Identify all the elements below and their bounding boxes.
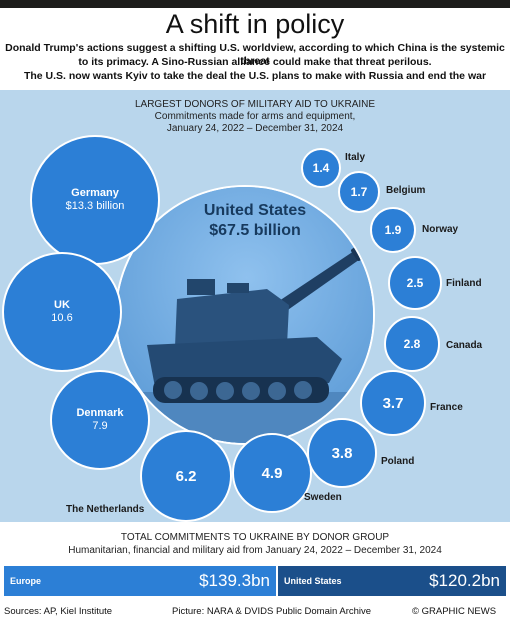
us-total-label: United States bbox=[284, 576, 342, 586]
totals-subtitle: Humanitarian, financial and military aid… bbox=[68, 545, 442, 556]
intro-line-3: The U.S. now wants Kyiv to take the deal… bbox=[23, 70, 487, 82]
europe-total-label: Europe bbox=[10, 576, 42, 586]
denmark-value: 7.9 bbox=[92, 420, 108, 432]
poland-value: 3.8 bbox=[331, 444, 353, 462]
intro-line-1: Donald Trump's actions suggest a shiftin… bbox=[5, 42, 505, 67]
germany-bubble: Germany $13.3 billion bbox=[30, 135, 160, 265]
norway-bubble: 1.9 bbox=[370, 207, 416, 253]
france-value: 3.7 bbox=[382, 394, 404, 412]
sweden-bubble: 4.9 bbox=[232, 433, 312, 513]
uk-name: UK bbox=[54, 299, 70, 311]
italy-bubble: 1.4 bbox=[301, 148, 341, 188]
finland-label: Finland bbox=[446, 278, 482, 289]
germany-name: Germany bbox=[71, 187, 119, 199]
sweden-label: Sweden bbox=[304, 492, 342, 503]
poland-bubble: 3.8 bbox=[307, 418, 377, 488]
page-title: A shift in policy bbox=[165, 9, 345, 39]
netherlands-value: 6.2 bbox=[175, 467, 197, 485]
italy-label: Italy bbox=[345, 152, 366, 163]
us-total-bar: United States $120.2bn bbox=[278, 566, 506, 596]
graphic-news-credit: © GRAPHIC NEWS bbox=[412, 606, 497, 617]
finland-bubble: 2.5 bbox=[388, 256, 442, 310]
picture-credit: Picture: NARA & DVIDS Public Domain Arch… bbox=[172, 606, 372, 617]
sweden-value: 4.9 bbox=[261, 464, 283, 482]
intro-line-2: to its primacy. A Sino-Russian alliance … bbox=[78, 56, 432, 68]
donors-panel: LARGEST DONORS OF MILITARY AID TO UKRAIN… bbox=[0, 90, 510, 522]
finland-value: 2.5 bbox=[406, 276, 424, 290]
denmark-bubble: Denmark 7.9 bbox=[50, 370, 150, 470]
totals-title: TOTAL COMMITMENTS TO UKRAINE BY DONOR GR… bbox=[120, 532, 390, 543]
panel-subtitle-1: Commitments made for arms and equipment, bbox=[154, 111, 356, 122]
canada-bubble: 2.8 bbox=[384, 316, 440, 372]
panel-subtitle-2: January 24, 2022 – December 31, 2024 bbox=[166, 123, 344, 134]
denmark-name: Denmark bbox=[76, 407, 124, 419]
poland-label: Poland bbox=[381, 456, 415, 467]
europe-total-bar: Europe $139.3bn bbox=[4, 566, 276, 596]
us-value: $67.5 billion bbox=[209, 222, 301, 239]
uk-bubble: UK 10.6 bbox=[2, 252, 122, 372]
canada-value: 2.8 bbox=[403, 337, 421, 351]
europe-total-value: $139.3bn bbox=[199, 571, 270, 590]
us-name: United States bbox=[203, 202, 307, 219]
norway-value: 1.9 bbox=[384, 223, 402, 237]
sources-credit: Sources: AP, Kiel Institute bbox=[4, 606, 113, 617]
netherlands-label: The Netherlands bbox=[66, 504, 145, 515]
uk-value: 10.6 bbox=[51, 312, 73, 324]
canada-label: Canada bbox=[446, 340, 483, 351]
france-bubble: 3.7 bbox=[360, 370, 426, 436]
france-label: France bbox=[430, 402, 463, 413]
germany-value: $13.3 billion bbox=[65, 200, 125, 212]
belgium-label: Belgium bbox=[386, 185, 426, 196]
italy-value: 1.4 bbox=[312, 161, 330, 175]
belgium-value: 1.7 bbox=[350, 185, 368, 199]
us-total-value: $120.2bn bbox=[429, 571, 500, 590]
norway-label: Norway bbox=[422, 224, 459, 235]
netherlands-bubble: 6.2 bbox=[140, 430, 232, 522]
top-bar bbox=[0, 0, 510, 8]
panel-title: LARGEST DONORS OF MILITARY AID TO UKRAIN… bbox=[134, 99, 376, 110]
belgium-bubble: 1.7 bbox=[338, 171, 380, 213]
